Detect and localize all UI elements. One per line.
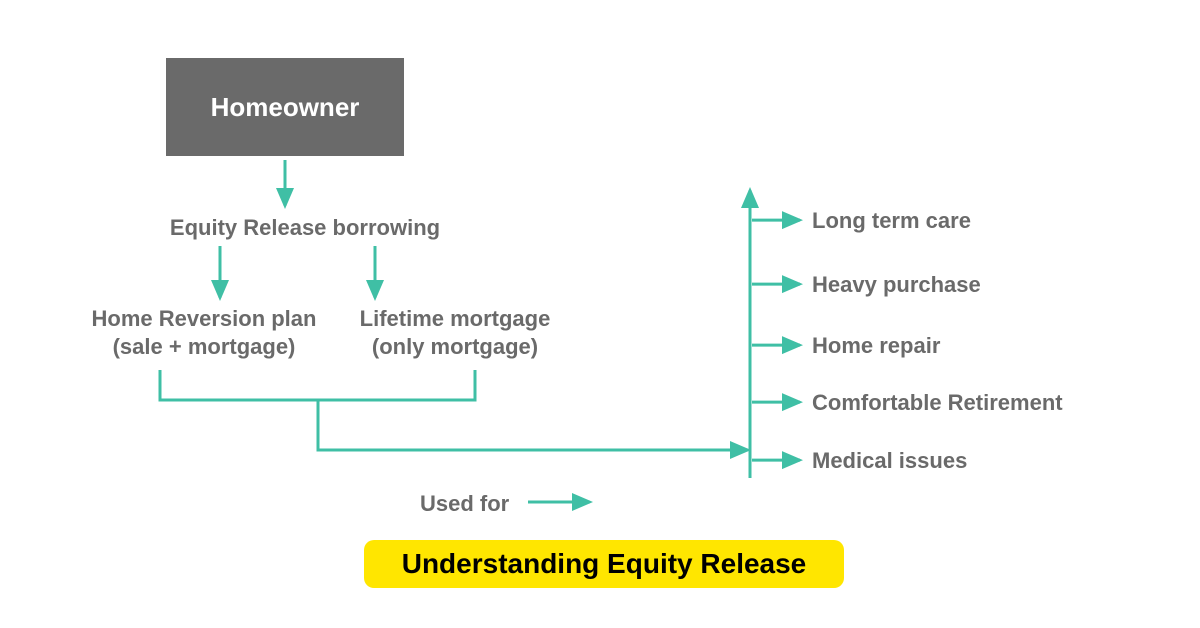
title-banner: Understanding Equity Release: [364, 540, 844, 588]
outcome-item: Long term care: [812, 208, 971, 234]
node-lifetime-mortgage-line2: (only mortgage): [340, 333, 570, 361]
bracket-top: [160, 370, 475, 400]
node-homeowner-label: Homeowner: [211, 92, 360, 123]
title-banner-label: Understanding Equity Release: [402, 548, 807, 579]
node-lifetime-mortgage-line1: Lifetime mortgage: [340, 305, 570, 333]
outcome-item: Home repair: [812, 333, 940, 359]
bracket-to-spine: [318, 400, 748, 450]
node-home-reversion: Home Reversion plan (sale + mortgage): [74, 305, 334, 360]
node-equity-release-label: Equity Release borrowing: [170, 215, 440, 240]
outcome-item: Heavy purchase: [812, 272, 981, 298]
outcome-item: Comfortable Retirement: [812, 390, 1063, 416]
outcome-item: Medical issues: [812, 448, 967, 474]
node-equity-release: Equity Release borrowing: [150, 214, 460, 242]
node-homeowner: Homeowner: [166, 58, 404, 156]
label-used-for-text: Used for: [420, 491, 509, 516]
label-used-for: Used for: [420, 490, 509, 518]
node-home-reversion-line1: Home Reversion plan: [74, 305, 334, 333]
node-home-reversion-line2: (sale + mortgage): [74, 333, 334, 361]
diagram-canvas: Homeowner Equity Release borrowing Home …: [0, 0, 1200, 628]
node-lifetime-mortgage: Lifetime mortgage (only mortgage): [340, 305, 570, 360]
